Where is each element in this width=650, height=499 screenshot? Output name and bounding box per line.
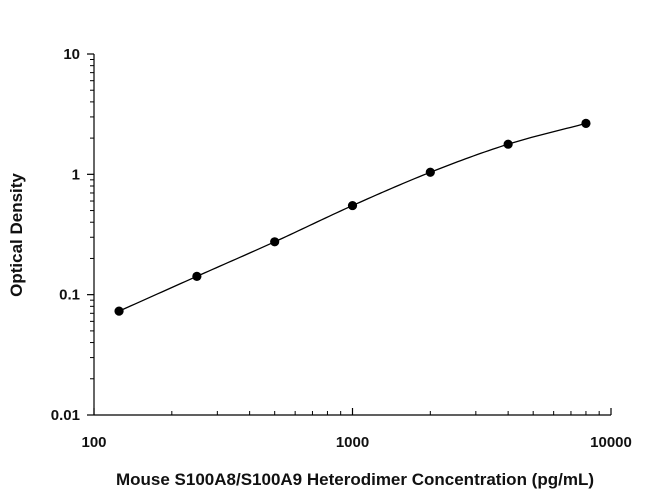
y-tick-label: 0.1 <box>59 287 80 304</box>
data-point <box>114 306 124 316</box>
x-tick-label: 1000 <box>336 434 369 451</box>
x-tick-label: 100 <box>81 434 106 451</box>
x-tick-label: 10000 <box>590 434 632 451</box>
y-tick-label: 10 <box>63 46 80 63</box>
data-point <box>581 118 591 129</box>
y-tick-label: 1 <box>72 166 80 183</box>
data-point <box>192 271 202 281</box>
fit-curve <box>118 122 587 312</box>
fit-curve-layer <box>118 122 587 312</box>
data-point <box>503 139 513 149</box>
data-points <box>114 118 591 316</box>
axes <box>93 54 611 416</box>
tick-marks <box>87 53 612 416</box>
y-tick-label: 0.01 <box>51 407 80 424</box>
x-axis-title: Mouse S100A8/S100A9 Heterodimer Concentr… <box>116 470 594 489</box>
data-point <box>347 200 358 211</box>
y-axis-title: Optical Density <box>7 173 26 297</box>
data-point <box>270 237 280 247</box>
tick-labels: 0.01 0.1 1 10 100 1000 10000 <box>51 46 632 451</box>
data-point <box>425 167 435 177</box>
